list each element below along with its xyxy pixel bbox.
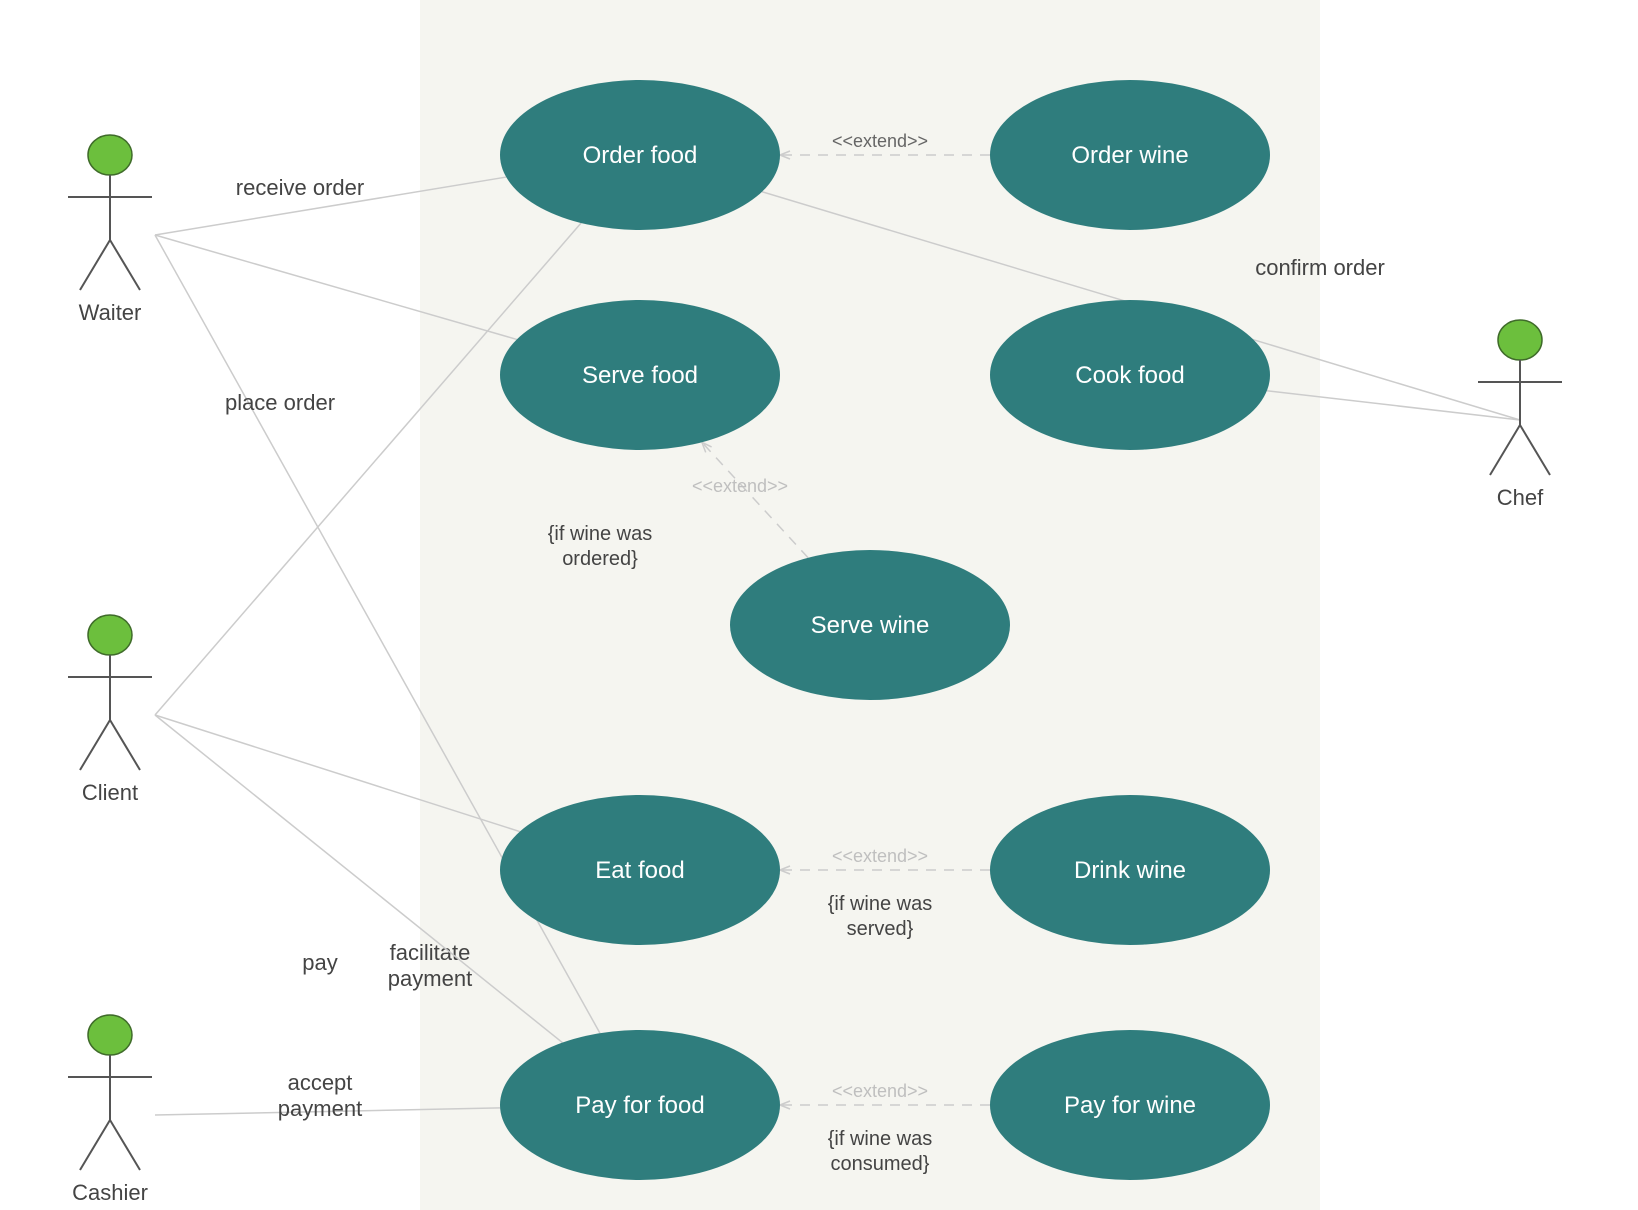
usecase-label-cook_food: Cook food bbox=[1075, 362, 1184, 389]
actor-cashier: Cashier bbox=[68, 1015, 152, 1205]
usecase-label-drink_wine: Drink wine bbox=[1074, 857, 1186, 884]
actor-leg-right bbox=[1520, 425, 1550, 475]
actor-label-chef: Chef bbox=[1497, 485, 1544, 510]
actor-leg-left bbox=[1490, 425, 1520, 475]
actor-head-icon bbox=[88, 615, 132, 655]
extend-stereotype-serve_wine: <<extend>> bbox=[692, 476, 788, 496]
use-case-diagram: receive orderfacilitatepaymentplace orde… bbox=[0, 0, 1638, 1210]
actor-chef: Chef bbox=[1478, 320, 1562, 510]
usecase-label-serve_wine: Serve wine bbox=[811, 612, 930, 639]
assoc-label-chef-order_food: confirm order bbox=[1255, 255, 1385, 280]
assoc-label-cashier-pay_for_food: accept bbox=[288, 1070, 353, 1095]
usecase-label-serve_food: Serve food bbox=[582, 362, 698, 389]
extend-constraint-drink_wine: served} bbox=[847, 918, 914, 940]
actor-label-waiter: Waiter bbox=[79, 300, 142, 325]
extend-constraint-serve_wine: {if wine was bbox=[548, 523, 653, 545]
assoc-label-waiter-order_food: receive order bbox=[236, 175, 364, 200]
actor-label-cashier: Cashier bbox=[72, 1180, 148, 1205]
usecase-label-pay_for_wine: Pay for wine bbox=[1064, 1092, 1196, 1119]
actor-head-icon bbox=[88, 1015, 132, 1055]
actor-leg-left bbox=[80, 1120, 110, 1170]
usecase-label-order_wine: Order wine bbox=[1071, 142, 1188, 169]
actor-head-icon bbox=[88, 135, 132, 175]
actor-label-client: Client bbox=[82, 780, 138, 805]
extend-stereotype-drink_wine: <<extend>> bbox=[832, 846, 928, 866]
usecase-label-pay_for_food: Pay for food bbox=[575, 1092, 704, 1119]
actor-waiter: Waiter bbox=[68, 135, 152, 325]
assoc-label-cashier-pay_for_food: payment bbox=[278, 1096, 362, 1121]
extend-constraint-pay_for_wine: consumed} bbox=[831, 1153, 930, 1175]
usecase-label-eat_food: Eat food bbox=[595, 857, 684, 884]
assoc-label-client-order_food: place order bbox=[225, 390, 335, 415]
actor-leg-right bbox=[110, 1120, 140, 1170]
usecase-label-order_food: Order food bbox=[583, 142, 698, 169]
actor-client: Client bbox=[68, 615, 152, 805]
assoc-label-waiter-pay_for_food: facilitate bbox=[390, 940, 471, 965]
extend-constraint-serve_wine: ordered} bbox=[562, 548, 638, 570]
assoc-label-waiter-pay_for_food: payment bbox=[388, 966, 472, 991]
extend-stereotype-pay_for_wine: <<extend>> bbox=[832, 1081, 928, 1101]
extend-constraint-pay_for_wine: {if wine was bbox=[828, 1128, 933, 1150]
extend-constraint-drink_wine: {if wine was bbox=[828, 893, 933, 915]
assoc-label-client-pay_for_food: pay bbox=[302, 950, 337, 975]
actor-leg-left bbox=[80, 720, 110, 770]
extend-stereotype-order_wine: <<extend>> bbox=[832, 131, 928, 151]
actor-leg-right bbox=[110, 240, 140, 290]
actor-leg-left bbox=[80, 240, 110, 290]
actor-head-icon bbox=[1498, 320, 1542, 360]
actor-leg-right bbox=[110, 720, 140, 770]
